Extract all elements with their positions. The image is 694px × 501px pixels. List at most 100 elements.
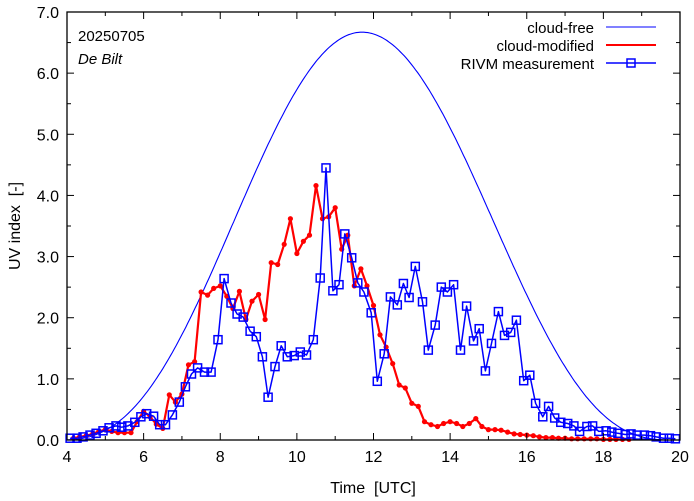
x-tick-label: 12 [365,449,383,466]
location-annotation: De Bilt [78,51,123,68]
data-point-rivm-measurement [65,433,75,443]
data-point-cloud-modified [370,302,377,309]
data-point-rivm-measurement [639,430,650,440]
data-point-rivm-measurement [448,279,459,290]
data-point-rivm-measurement [72,433,82,443]
data-point-rivm-measurement [366,308,376,318]
data-point-cloud-modified [306,232,313,238]
data-point-rivm-measurement [493,306,504,317]
data-point-cloud-modified [479,423,485,430]
data-point-rivm-measurement [340,229,350,239]
y-tick-label: 4.0 [37,188,59,205]
data-point-rivm-measurement [379,349,389,359]
data-point-cloud-modified [498,427,504,433]
data-point-rivm-measurement [569,421,579,431]
data-point-rivm-measurement [543,401,554,412]
plot-series [65,31,681,444]
x-tick-label: 18 [594,449,612,466]
data-point-cloud-modified [421,419,428,425]
data-point-cloud-modified [511,431,517,437]
data-point-rivm-measurement [385,292,396,302]
x-tick-label: 16 [518,449,536,466]
data-point-rivm-measurement [626,429,636,439]
data-point-cloud-modified [466,420,472,427]
legend-marker-rivm-measurement [626,58,636,68]
data-point-rivm-measurement [359,287,369,297]
y-tick-label: 1.0 [37,372,59,389]
data-point-rivm-measurement [353,278,363,288]
data-point-cloud-modified [377,332,383,338]
data-point-cloud-modified [128,430,134,436]
data-point-rivm-measurement [104,423,114,433]
data-point-rivm-measurement [346,253,357,263]
data-point-cloud-modified [294,250,300,257]
y-tick-label: 5.0 [37,127,59,144]
data-point-rivm-measurement [658,433,669,443]
data-point-rivm-measurement [282,352,293,362]
data-point-rivm-measurement [664,433,675,443]
data-point-rivm-measurement [430,320,440,330]
data-point-cloud-modified [166,392,172,398]
data-point-rivm-measurement [167,410,178,420]
data-point-rivm-measurement [505,327,516,338]
data-point-cloud-modified [441,420,447,427]
data-point-rivm-measurement [148,411,159,421]
data-point-rivm-measurement [98,426,108,436]
data-point-rivm-measurement [251,331,262,342]
data-point-cloud-modified [473,416,479,422]
data-point-cloud-modified [434,423,441,430]
x-tick-label: 14 [441,449,459,466]
data-point-rivm-measurement [91,428,101,439]
data-point-rivm-measurement [130,417,140,428]
data-point-rivm-measurement [562,418,573,429]
data-point-rivm-measurement [398,278,409,289]
data-point-cloud-modified [205,292,211,298]
data-point-rivm-measurement [85,430,95,440]
x-tick-label: 8 [216,449,225,466]
data-point-cloud-modified [185,362,192,368]
data-point-cloud-modified [281,241,287,247]
data-point-rivm-measurement [78,432,88,442]
data-point-rivm-measurement [530,398,541,409]
data-point-rivm-measurement [436,282,447,292]
series-line-cloud-modified [73,184,629,441]
x-tick-label: 6 [139,449,148,466]
data-point-rivm-measurement [582,421,592,432]
data-point-rivm-measurement [315,273,325,283]
data-point-rivm-measurement [308,334,319,345]
data-point-rivm-measurement [538,412,548,422]
data-point-cloud-modified [236,288,242,294]
data-point-rivm-measurement [410,261,421,272]
x-axis-label: Time [UTC] [330,480,416,497]
data-point-cloud-modified [268,260,274,266]
data-point-rivm-measurement [404,292,414,303]
data-point-rivm-measurement [141,408,152,419]
legend-label-cloud-free: cloud-free [527,20,594,37]
legend-label-cloud-modified: cloud-modified [496,38,594,55]
legend-label-rivm-measurement: RIVM measurement [461,56,595,73]
data-point-cloud-modified [364,283,370,289]
data-point-cloud-modified [485,427,491,433]
legend: cloud-free cloud-modified RIVM measureme… [461,20,656,73]
data-point-rivm-measurement [620,429,630,440]
data-point-cloud-modified [505,429,511,435]
data-point-rivm-measurement [186,369,197,379]
y-tick-label: 0.0 [37,433,59,450]
data-point-cloud-modified [454,420,460,427]
data-point-rivm-measurement [556,417,566,428]
data-point-rivm-measurement [392,300,403,310]
data-point-rivm-measurement [468,336,479,346]
data-point-rivm-measurement [474,323,484,334]
data-point-cloud-modified [262,316,268,323]
data-point-rivm-measurement [219,273,229,284]
data-point-cloud-modified [402,385,408,391]
data-point-cloud-modified [536,434,543,440]
data-point-cloud-modified [447,419,453,425]
x-tick-label: 10 [288,449,306,466]
data-point-rivm-measurement [117,422,127,432]
data-point-cloud-modified [492,427,498,433]
data-point-rivm-measurement [423,345,434,355]
data-point-rivm-measurement [238,312,248,322]
data-point-cloud-modified [192,359,198,365]
data-point-rivm-measurement [442,287,453,297]
